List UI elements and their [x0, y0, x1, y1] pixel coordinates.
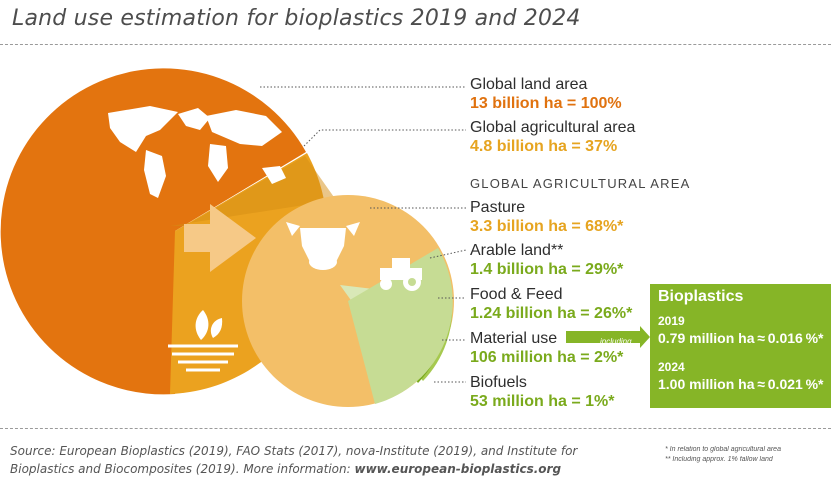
food-name: Food & Feed [470, 286, 563, 303]
food-value: 1.24 billion ha = 26%* [470, 305, 633, 322]
bioplastics-title: Bioplastics [658, 288, 744, 305]
arable-slice [348, 248, 453, 404]
arable-name: Arable land** [470, 242, 564, 259]
field-icon [168, 310, 238, 372]
bioplastics-value-2024: 1.00 million ha ≈ 0.021 %* [658, 376, 824, 392]
bioplastics-value-2019: 0.79 million ha ≈ 0.016 %* [658, 330, 824, 346]
bioplastics-year-2019: 2019 [658, 314, 685, 328]
source-note: Source: European Bioplastics (2019), FAO… [10, 442, 610, 478]
section-heading: GLOBAL AGRICULTURAL AREA [470, 176, 691, 191]
material-name: Material use [470, 330, 558, 347]
title-divider [0, 44, 831, 45]
label-material: Material use 106 million ha = 2%* [470, 330, 623, 367]
tractor-icon [380, 258, 422, 291]
including-text: including [600, 337, 632, 346]
agricultural-shadow [170, 156, 336, 226]
label-global-land: Global land area 13 billion ha = 100% [470, 76, 622, 113]
footer-divider [0, 428, 831, 429]
arable-value: 1.4 billion ha = 29%* [470, 261, 624, 278]
label-food-feed: Food & Feed 1.24 billion ha = 26%* [470, 286, 632, 323]
material-value: 106 million ha = 2%* [470, 349, 624, 366]
cow-icon [286, 222, 360, 270]
bioplastics-year-2024: 2024 [658, 360, 685, 374]
agri-value: 4.8 billion ha = 37% [470, 138, 618, 155]
label-biofuels: Biofuels 53 million ha = 1%* [470, 374, 615, 411]
label-arable: Arable land** 1.4 billion ha = 29%* [470, 242, 623, 279]
global-land-value: 13 billion ha = 100% [470, 95, 622, 112]
label-agricultural: Global agricultural area 4.8 billion ha … [470, 119, 635, 156]
global-land-name: Global land area [470, 76, 588, 93]
source-link[interactable]: www.european-bioplastics.org [354, 462, 562, 476]
world-map-icon [108, 106, 286, 198]
pasture-name: Pasture [470, 199, 526, 216]
footnote-double-star: ** Including approx. 1% fallow land [665, 456, 773, 463]
global-land-slice [0, 68, 307, 395]
biofuels-value: 53 million ha = 1%* [470, 393, 615, 410]
bioplastics-box: Bioplastics 2019 0.79 million ha ≈ 0.016… [650, 284, 831, 408]
label-pasture: Pasture 3.3 billion ha = 68%* [470, 199, 623, 236]
footnote-star: * In relation to global agricultural are… [665, 446, 781, 453]
agri-name: Global agricultural area [470, 119, 636, 136]
source-text: Source: European Bioplastics (2019), FAO… [10, 444, 578, 476]
arrow-icon [184, 204, 256, 272]
biofuels-name: Biofuels [470, 374, 527, 391]
including-arrow [566, 326, 650, 348]
pasture-value: 3.3 billion ha = 68%* [470, 218, 624, 235]
chart-title: Land use estimation for bioplastics 2019… [12, 6, 581, 31]
leader-lines [260, 86, 467, 383]
